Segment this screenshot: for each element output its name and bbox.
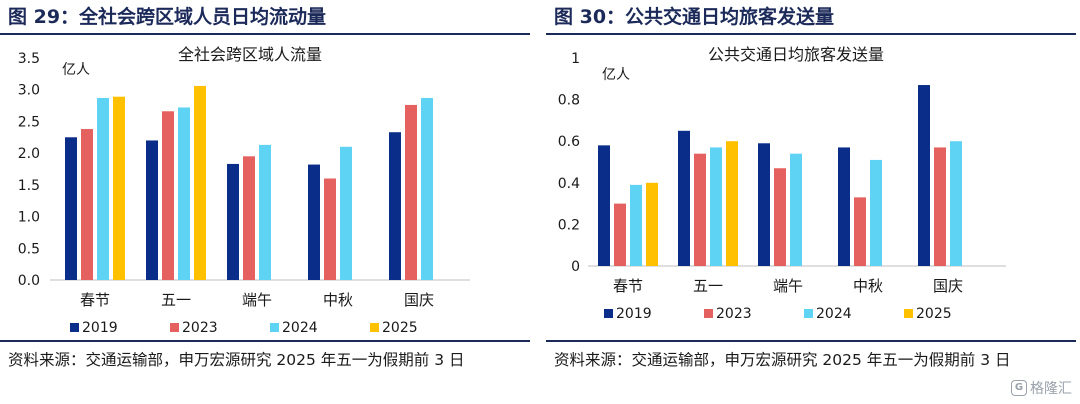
y-tick-label: 2.0 [18, 146, 40, 162]
bar-2023-4 [934, 147, 946, 266]
y-tick-label: 0.0 [18, 273, 40, 289]
bar-2019-0 [598, 145, 610, 266]
source-rule [546, 340, 1076, 342]
bar-2025-0 [113, 96, 125, 280]
bar-2024-0 [630, 184, 642, 266]
chart-title: 全社会跨区域人流量 [178, 45, 322, 64]
x-tick-label: 国庆 [404, 291, 434, 309]
bar-2024-4 [950, 141, 962, 266]
figure-title: 图 29：全社会跨区域人员日均流动量 [8, 6, 327, 28]
bar-2023-2 [774, 168, 786, 266]
x-tick-label: 端午 [773, 277, 803, 295]
x-tick-label: 春节 [613, 277, 643, 295]
title-rule [546, 33, 1076, 35]
bar-2023-1 [162, 111, 174, 280]
bar-2019-0 [65, 137, 77, 280]
legend-swatch-2025 [904, 309, 913, 318]
y-tick-label: 0.4 [558, 176, 580, 192]
source-note: 资料来源：交通运输部，申万宏源研究 2025 年五一为假期前 3 日 [8, 351, 465, 369]
bar-2023-0 [81, 129, 93, 280]
bar-2019-4 [918, 85, 930, 266]
bar-2019-2 [227, 163, 239, 280]
legend-swatch-2024 [804, 309, 813, 318]
source-note: 资料来源：交通运输部，申万宏源研究 2025 年五一为假期前 3 日 [554, 351, 1011, 369]
title-rule [0, 33, 530, 35]
figure-title: 图 30：公共交通日均旅客发送量 [554, 6, 835, 28]
x-tick-label: 中秋 [323, 291, 353, 309]
y-tick-label: 2.5 [18, 114, 40, 130]
x-tick-label: 中秋 [853, 277, 883, 295]
figure-29-panel: 图 29：全社会跨区域人员日均流动量 全社会跨区域人流量亿人 0.0 0.5 1.0 1… [0, 0, 530, 404]
bar-2024-3 [340, 146, 352, 280]
bar-2024-1 [710, 147, 722, 266]
x-tick-label: 五一 [161, 291, 191, 309]
y-tick-label: 0.2 [558, 217, 580, 233]
figure-30-panel: 图 30：公共交通日均旅客发送量 公共交通日均旅客发送量亿人 0 0.2 0.4 0.6… [546, 0, 1076, 404]
y-tick-label: 3.0 [18, 83, 40, 99]
bar-2019-4 [389, 132, 401, 280]
legend-swatch-2024 [270, 323, 279, 332]
legend-swatch-2019 [70, 323, 79, 332]
legend-label-2024: 2024 [282, 320, 318, 336]
watermark-text: 格隆汇 [1030, 381, 1072, 397]
x-tick-label: 国庆 [933, 277, 963, 295]
source-rule [0, 340, 530, 342]
y-tick-label: 1.0 [18, 210, 40, 226]
y-tick-label: 1 [571, 51, 580, 67]
legend-label-2023: 2023 [716, 306, 752, 322]
legend-label-2019: 2019 [82, 320, 118, 336]
legend-swatch-2023 [170, 323, 179, 332]
y-tick-label: 0.8 [558, 93, 580, 109]
bar-2023-3 [324, 178, 336, 280]
watermark: G 格隆汇 [1011, 378, 1072, 398]
legend-label-2024: 2024 [816, 306, 852, 322]
x-tick-label: 五一 [693, 277, 723, 295]
legend-label-2025: 2025 [382, 320, 418, 336]
legend-swatch-2025 [370, 323, 379, 332]
x-tick-label: 春节 [80, 291, 110, 309]
bar-2019-3 [838, 147, 850, 266]
bar-2024-2 [259, 144, 271, 280]
bar-2023-0 [614, 203, 626, 266]
bar-2024-3 [870, 159, 882, 266]
bar-2023-4 [405, 104, 417, 281]
legend-label-2025: 2025 [916, 306, 952, 322]
bar-2025-1 [194, 85, 206, 280]
x-tick-label: 端午 [242, 291, 272, 309]
y-tick-label: 0.6 [558, 134, 580, 150]
bar-2023-3 [854, 197, 866, 266]
bar-2024-2 [790, 153, 802, 266]
chart-title: 公共交通日均旅客发送量 [708, 45, 884, 64]
bar-2019-2 [758, 143, 770, 266]
watermark-logo-icon: G [1011, 380, 1027, 396]
bar-2019-3 [308, 164, 320, 280]
bar-2023-2 [243, 156, 255, 280]
bar-2024-0 [97, 97, 109, 281]
legend-label-2023: 2023 [182, 320, 218, 336]
y-axis-unit-label: 亿人 [62, 62, 90, 78]
bar-2025-0 [646, 182, 658, 266]
bar-2025-1 [726, 141, 738, 266]
y-tick-label: 0.5 [18, 241, 40, 257]
bar-2024-4 [421, 97, 433, 281]
y-axis-unit-label: 亿人 [602, 67, 630, 83]
bar-2023-1 [694, 153, 706, 266]
y-tick-label: 0 [571, 259, 580, 275]
legend-swatch-2023 [704, 309, 713, 318]
bar-2019-1 [678, 130, 690, 266]
bar-2019-1 [146, 140, 158, 280]
y-tick-label: 3.5 [18, 51, 40, 67]
legend-swatch-2019 [604, 309, 613, 318]
legend-label-2019: 2019 [616, 306, 652, 322]
y-tick-label: 1.5 [18, 178, 40, 194]
bar-2024-1 [178, 107, 190, 280]
